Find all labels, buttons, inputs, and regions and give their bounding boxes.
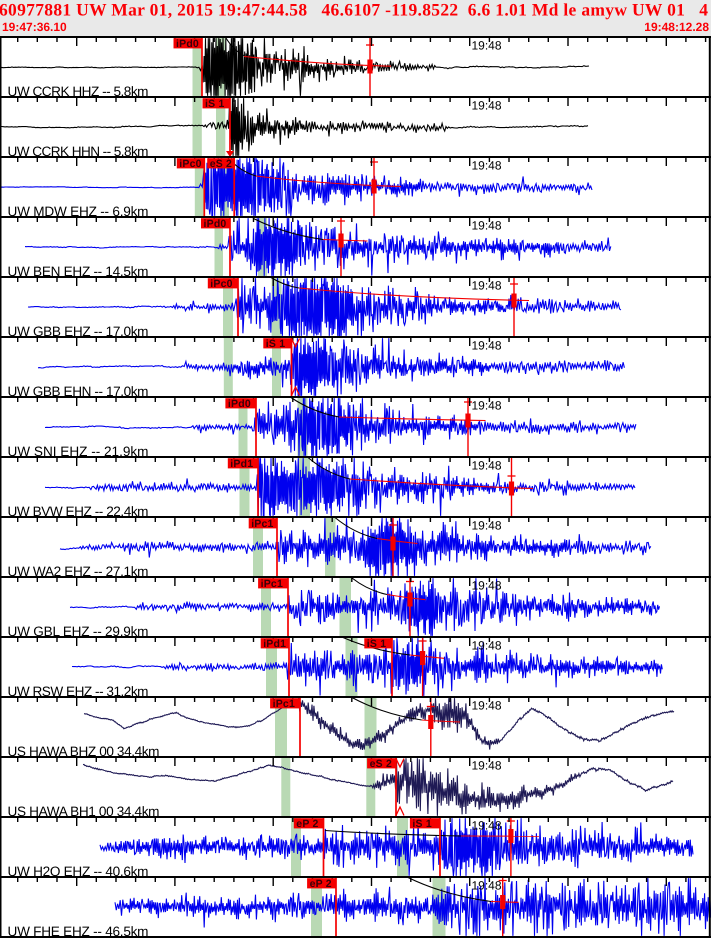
svg-text:iS 1: iS 1 — [367, 638, 386, 650]
svg-text:19:48: 19:48 — [472, 159, 502, 173]
svg-text:UW GBL EHZ -- 29.9km: UW GBL EHZ -- 29.9km — [8, 624, 149, 639]
svg-text:iPd1: iPd1 — [263, 638, 286, 650]
svg-text:19:48: 19:48 — [472, 279, 502, 293]
svg-text:US HAWA BH1 00 34.4km: US HAWA BH1 00 34.4km — [8, 804, 160, 819]
svg-text:UW CCRK HHZ -- 5.8km: UW CCRK HHZ -- 5.8km — [8, 84, 149, 99]
svg-text:19:48: 19:48 — [472, 339, 502, 353]
svg-text:iPd0: iPd0 — [176, 38, 199, 50]
svg-text:19:47:36.10: 19:47:36.10 — [2, 20, 67, 34]
svg-text:iPd0: iPd0 — [228, 398, 251, 410]
svg-text:eP 2: eP 2 — [310, 878, 332, 890]
svg-text:19:48: 19:48 — [472, 759, 502, 773]
svg-text:iPc0: iPc0 — [210, 278, 232, 290]
svg-text:UW CCRK HHN -- 5.8km: UW CCRK HHN -- 5.8km — [8, 144, 149, 159]
svg-text:iPd0: iPd0 — [204, 218, 227, 230]
svg-text:iS 1: iS 1 — [412, 818, 431, 830]
svg-text:UW GBB EHZ -- 17.0km: UW GBB EHZ -- 17.0km — [8, 324, 149, 339]
svg-text:UW RSW EHZ -- 31.2km: UW RSW EHZ -- 31.2km — [8, 684, 149, 699]
svg-text:iS 1: iS 1 — [205, 98, 224, 110]
svg-text:19:48: 19:48 — [472, 699, 502, 713]
svg-text:US HAWA BHZ 00 34.4km: US HAWA BHZ 00 34.4km — [8, 744, 160, 759]
svg-text:UW BVW EHZ -- 22.4km: UW BVW EHZ -- 22.4km — [8, 504, 149, 519]
svg-text:19:48: 19:48 — [472, 879, 502, 893]
svg-text:19:48: 19:48 — [472, 819, 502, 833]
svg-text:iPc1: iPc1 — [251, 518, 273, 530]
svg-text:UW MDW EHZ -- 6.9km: UW MDW EHZ -- 6.9km — [8, 204, 149, 219]
svg-text:UW GBB EHN -- 17.0km: UW GBB EHN -- 17.0km — [8, 384, 149, 399]
svg-text:19:48: 19:48 — [472, 519, 502, 533]
svg-text:19:48: 19:48 — [472, 39, 502, 53]
svg-text:19:48: 19:48 — [472, 639, 502, 653]
svg-text:iPc1: iPc1 — [261, 578, 283, 590]
svg-text:iS 1: iS 1 — [266, 338, 285, 350]
svg-text:19:48: 19:48 — [472, 579, 502, 593]
svg-text:eS 2: eS 2 — [370, 758, 392, 770]
svg-text:UW SNI EHZ -- 21.9km: UW SNI EHZ -- 21.9km — [8, 444, 149, 459]
svg-text:iPc0: iPc0 — [179, 158, 201, 170]
svg-text:19:48: 19:48 — [472, 219, 502, 233]
svg-text:19:48: 19:48 — [472, 399, 502, 413]
svg-text:UW BEN EHZ -- 14.5km: UW BEN EHZ -- 14.5km — [8, 264, 149, 279]
svg-text:UW FHE EHZ -- 46.5km: UW FHE EHZ -- 46.5km — [8, 924, 149, 938]
svg-text:eS 2: eS 2 — [210, 158, 232, 170]
svg-text:eP 2: eP 2 — [296, 818, 318, 830]
svg-text:iPc1: iPc1 — [273, 698, 295, 710]
svg-text:60977881 UW Mar 01, 2015 19:47: 60977881 UW Mar 01, 2015 19:47:44.58 46.… — [0, 0, 708, 20]
svg-text:UW H2O EHZ -- 40.6km: UW H2O EHZ -- 40.6km — [8, 864, 149, 879]
svg-text:UW WA2 EHZ -- 27.1km: UW WA2 EHZ -- 27.1km — [8, 564, 149, 579]
svg-text:19:48: 19:48 — [472, 99, 502, 113]
svg-text:19:48: 19:48 — [472, 459, 502, 473]
svg-text:19:48:12.28: 19:48:12.28 — [644, 20, 709, 34]
svg-text:iPd1: iPd1 — [230, 458, 253, 470]
